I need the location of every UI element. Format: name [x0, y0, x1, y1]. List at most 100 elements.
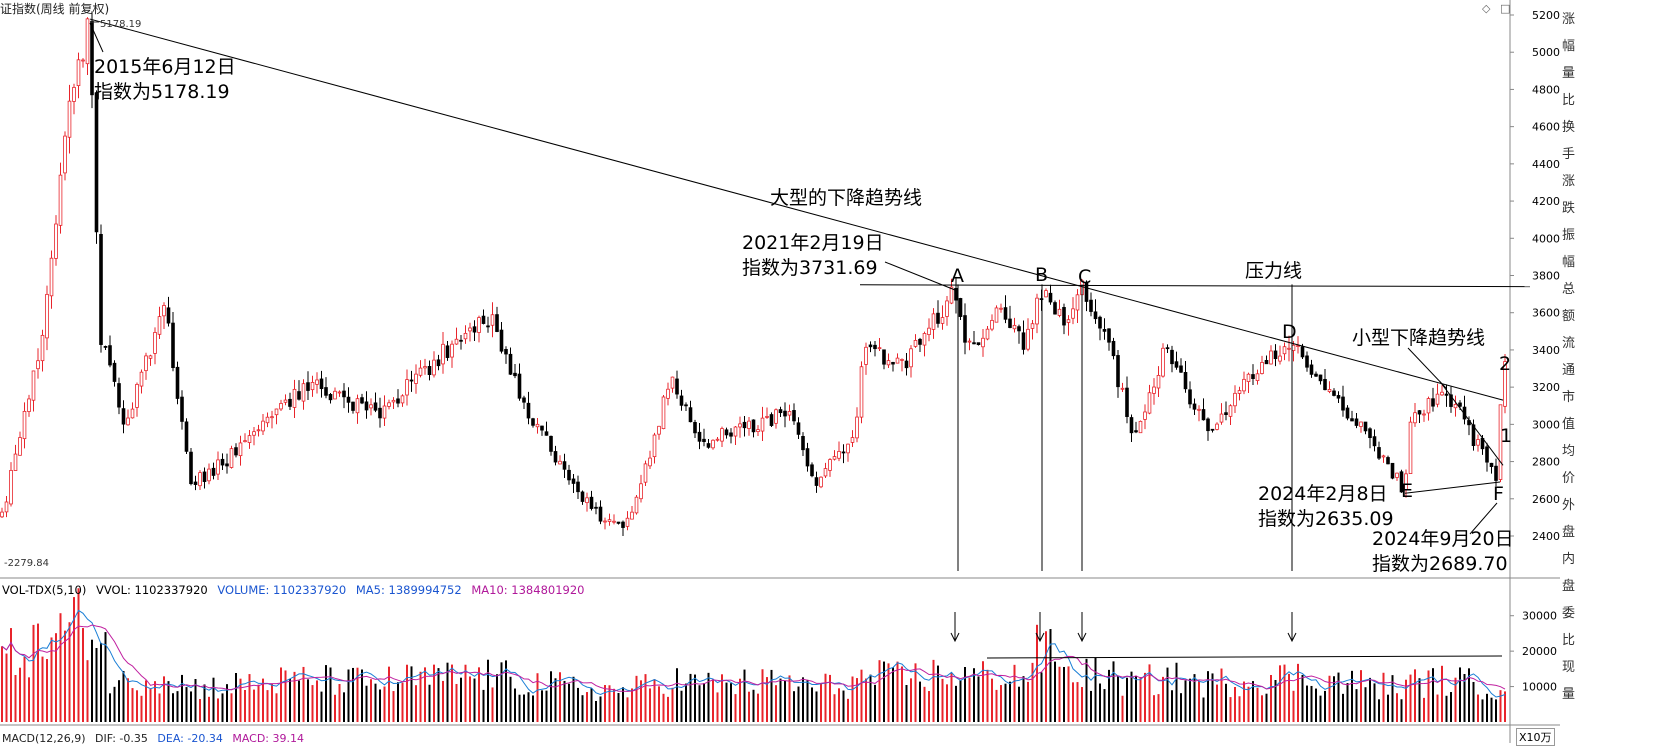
candle-body — [112, 362, 117, 382]
candle-body — [382, 405, 387, 419]
candle-body — [166, 307, 171, 324]
candle-body — [270, 416, 274, 419]
candle-body — [868, 344, 873, 348]
small-trend-leader — [1407, 347, 1447, 389]
candle-body — [256, 429, 261, 432]
candle-body — [36, 360, 40, 370]
volume-legend: VOL-TDX(5,10) VVOL: 1102337920 VOLUME: 1… — [2, 583, 590, 597]
candle-body — [468, 327, 472, 332]
candle-body — [4, 501, 9, 513]
candle-body — [414, 373, 418, 384]
candle-body — [1057, 308, 1062, 316]
candle-body — [1206, 418, 1210, 432]
candle-body — [999, 307, 1003, 310]
volume-ma10-line — [1, 624, 1506, 692]
candle-body — [351, 401, 355, 411]
candle-body — [54, 223, 58, 259]
right-strip-char: 量 — [1562, 687, 1576, 702]
candle-body — [45, 293, 49, 339]
candle-body — [1354, 418, 1359, 426]
right-strip-char: 手 — [1562, 147, 1576, 162]
candle-body — [562, 461, 567, 470]
candle-body — [891, 361, 895, 365]
candle-body — [202, 471, 207, 482]
macd-dea: DEA: -20.34 — [157, 732, 223, 745]
candle-body — [1138, 420, 1143, 434]
price-tick-label: 3800 — [1532, 270, 1560, 283]
candle-body — [18, 437, 22, 456]
candle-body — [1453, 403, 1458, 409]
candle-body — [49, 257, 54, 297]
candle-body — [1440, 391, 1444, 396]
candle-body — [423, 366, 427, 369]
peak-date-annotation: 2015年6月12日 — [94, 56, 236, 78]
candle-body — [40, 334, 45, 362]
candle-body — [247, 435, 252, 443]
candle-body — [711, 439, 715, 449]
candle-body — [1071, 308, 1075, 319]
a-point-value-annotation: 指数为3731.69 — [742, 257, 878, 279]
candle-body — [27, 398, 31, 412]
price-tick-label: 5000 — [1532, 46, 1560, 59]
price-tick-label: 4400 — [1532, 158, 1560, 171]
candle-body — [207, 468, 211, 482]
candle-body — [643, 463, 648, 483]
candle-body — [103, 345, 108, 348]
candle-body — [531, 418, 535, 426]
candle-body — [445, 345, 450, 358]
square-icon[interactable]: □ — [1499, 2, 1511, 15]
candle-body — [427, 366, 432, 375]
candle-body — [634, 496, 639, 514]
candle-body — [904, 360, 909, 369]
volume-unit-label: X10万 — [1516, 728, 1555, 746]
candle-body — [1269, 350, 1273, 365]
candle-body — [1408, 421, 1413, 475]
candle-body — [315, 379, 319, 385]
candle-body — [301, 383, 306, 402]
candle-body — [733, 426, 738, 437]
right-strip-char: 比 — [1562, 93, 1576, 108]
candle-body — [1188, 389, 1192, 405]
candle-body — [715, 438, 720, 441]
price-tick-label: 3000 — [1532, 418, 1560, 431]
candle-body — [1053, 302, 1057, 315]
candle-body — [342, 390, 346, 398]
candle-body — [877, 347, 882, 350]
candle-body — [1323, 378, 1327, 391]
candle-body — [828, 459, 832, 471]
candle-body — [1300, 346, 1305, 358]
candle-body — [760, 417, 765, 432]
candle-body — [1494, 465, 1498, 481]
candle-body — [1152, 386, 1156, 394]
candle-body — [459, 339, 463, 342]
right-strip-char: 值 — [1562, 417, 1576, 432]
candle-body — [1201, 409, 1206, 421]
candle-body — [153, 332, 157, 354]
small-trend-annotation: 小型下降趋势线 — [1352, 327, 1485, 349]
right-strip-char: 跌 — [1562, 201, 1576, 216]
candle-body — [1350, 418, 1354, 422]
candle-body — [360, 397, 364, 404]
candle-body — [742, 421, 747, 429]
candle-body — [544, 431, 549, 436]
candle-body — [1318, 374, 1323, 382]
candle-body — [1336, 395, 1341, 399]
candle-body — [1062, 307, 1066, 326]
candle-body — [324, 387, 328, 396]
candle-body — [823, 468, 828, 477]
candle-body — [490, 314, 495, 326]
candle-body — [558, 460, 562, 465]
candle-body — [121, 408, 126, 425]
candle-body — [787, 411, 792, 416]
candle-body — [1404, 473, 1408, 491]
candle-body — [1278, 355, 1282, 362]
candle-body — [724, 429, 729, 436]
diamond-icon[interactable]: ◇ — [1482, 2, 1491, 15]
candle-body — [292, 388, 297, 408]
candle-body — [193, 481, 198, 485]
candle-body — [450, 343, 454, 358]
candle-body — [346, 396, 351, 403]
candle-body — [1116, 355, 1120, 388]
right-strip-char: 振 — [1562, 228, 1576, 243]
